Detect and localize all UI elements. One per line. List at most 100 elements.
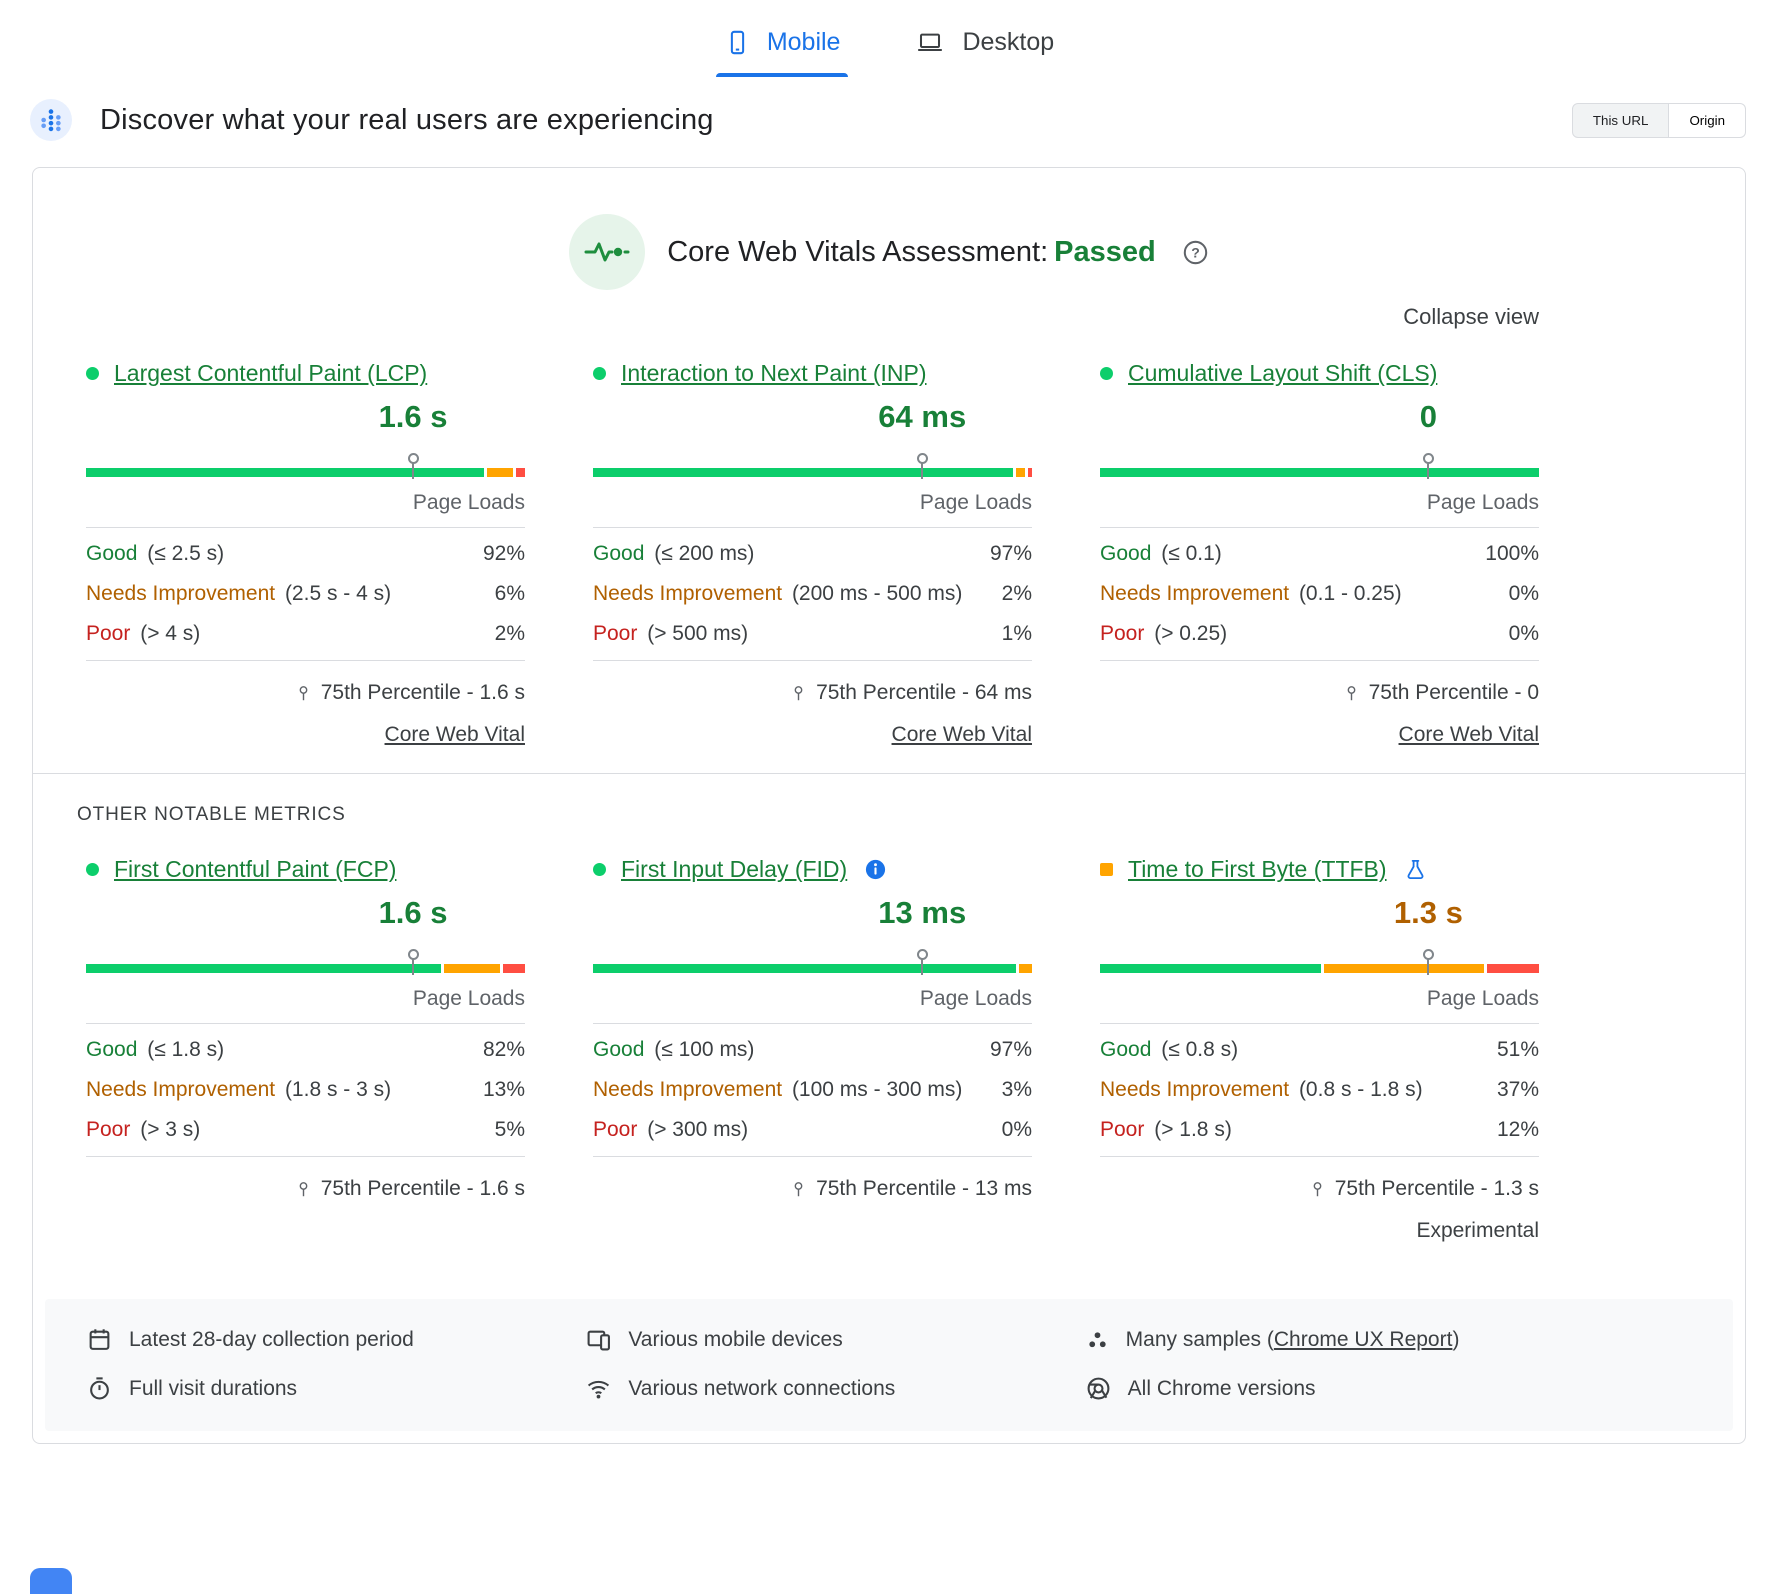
metric-card-inp: Interaction to Next Paint (INP) 64 ms Pa… bbox=[593, 330, 1032, 747]
footer-item-text: Various network connections bbox=[628, 1376, 896, 1400]
metric-title-link-inp[interactable]: Interaction to Next Paint (INP) bbox=[621, 360, 927, 386]
footer-item-collection-period: Latest 28-day collection period bbox=[87, 1327, 518, 1352]
scope-toggle: This URL Origin bbox=[1571, 102, 1746, 138]
core-web-vital-link[interactable]: Core Web Vital bbox=[891, 723, 1032, 746]
metric-value: 13 ms bbox=[878, 895, 967, 930]
bar-segment-needs-improvement bbox=[1323, 964, 1485, 973]
tab-label: Mobile bbox=[766, 28, 841, 56]
table-row-needs-improvement: Needs Improvement (0.8 s - 1.8 s) 37% bbox=[1100, 1078, 1539, 1101]
smartphone-icon bbox=[730, 30, 744, 55]
footer-item-network: Various network connections bbox=[586, 1376, 1017, 1401]
metric-title-link-ttfb[interactable]: Time to First Byte (TTFB) bbox=[1128, 856, 1387, 882]
core-web-vital-link[interactable]: Core Web Vital bbox=[1398, 723, 1539, 746]
table-row-good: Good (≤ 100 ms) 97% bbox=[593, 1038, 1032, 1061]
svg-text:?: ? bbox=[1191, 244, 1200, 260]
bar-segment-good bbox=[1100, 468, 1539, 477]
samples-icon bbox=[1089, 1332, 1106, 1348]
table-row-needs-improvement: Needs Improvement (1.8 s - 3 s) 13% bbox=[86, 1078, 525, 1101]
metric-value: 1.6 s bbox=[378, 399, 448, 434]
data-sources-footer: Latest 28-day collection period Various … bbox=[45, 1299, 1733, 1431]
bar-segment-good bbox=[86, 964, 442, 973]
metric-title-link-lcp[interactable]: Largest Contentful Paint (LCP) bbox=[114, 360, 428, 386]
table-row-good: Good (≤ 2.5 s) 92% bbox=[86, 542, 525, 565]
metric-title-link-cls[interactable]: Cumulative Layout Shift (CLS) bbox=[1128, 360, 1438, 386]
footer-item-devices: Various mobile devices bbox=[586, 1327, 1017, 1352]
distribution-bar bbox=[1100, 939, 1539, 977]
tab-desktop[interactable]: Desktop bbox=[906, 16, 1062, 77]
metric-value: 64 ms bbox=[878, 399, 967, 434]
bar-segment-needs-improvement bbox=[487, 468, 514, 477]
table-row-good: Good (≤ 0.1) 100% bbox=[1100, 542, 1539, 565]
bar-segment-poor bbox=[1487, 964, 1539, 973]
collapse-view-link[interactable]: Collapse view bbox=[1403, 304, 1539, 329]
distribution-table: Good (≤ 0.8 s) 51% Needs Improvement (0.… bbox=[1100, 1023, 1539, 1157]
metric-title-link-fid[interactable]: First Input Delay (FID) bbox=[621, 856, 848, 882]
info-icon[interactable] bbox=[864, 858, 887, 881]
footer-item-samples: Many samples (Chrome UX Report) bbox=[1086, 1327, 1517, 1352]
page-loads-label: Page Loads bbox=[919, 987, 1032, 1010]
chrome-icon bbox=[1087, 1377, 1110, 1400]
table-row-good: Good (≤ 0.8 s) 51% bbox=[1100, 1038, 1539, 1061]
bar-segment-poor bbox=[503, 964, 525, 973]
pin-icon bbox=[1313, 1181, 1322, 1196]
table-row-needs-improvement: Needs Improvement (2.5 s - 4 s) 6% bbox=[86, 582, 525, 605]
help-icon[interactable]: ? bbox=[1182, 239, 1209, 266]
other-metrics-section-label: OTHER NOTABLE METRICS bbox=[77, 804, 346, 825]
pin-icon bbox=[794, 1181, 803, 1196]
experiment-flask-icon[interactable] bbox=[1404, 858, 1427, 881]
tab-mobile[interactable]: Mobile bbox=[715, 16, 849, 77]
footer-item-chrome-versions: All Chrome versions bbox=[1086, 1376, 1517, 1401]
bar-segment-good bbox=[86, 468, 485, 477]
percentile-summary: 75th Percentile - 64 ms bbox=[593, 681, 1032, 705]
distribution-bar bbox=[1100, 443, 1539, 481]
table-row-poor: Poor (> 300 ms) 0% bbox=[593, 1118, 1032, 1141]
table-row-poor: Poor (> 3 s) 5% bbox=[86, 1118, 525, 1141]
metric-card-lcp: Largest Contentful Paint (LCP) 1.6 s Pag… bbox=[86, 330, 525, 747]
pin-icon bbox=[1347, 685, 1355, 700]
bar-segment-good bbox=[593, 468, 1014, 477]
chrome-ux-report-link[interactable]: Chrome UX Report bbox=[1273, 1327, 1453, 1351]
footer-item-text: Various mobile devices bbox=[628, 1327, 843, 1351]
good-status-dot bbox=[1100, 367, 1113, 380]
table-row-good: Good (≤ 200 ms) 97% bbox=[593, 542, 1032, 565]
metric-card-fcp: First Contentful Paint (FCP) 1.6 s Page … bbox=[86, 826, 525, 1243]
core-web-vital-link[interactable]: Core Web Vital bbox=[384, 723, 525, 746]
scope-this-url-button[interactable]: This URL bbox=[1571, 102, 1670, 138]
bar-segment-good bbox=[593, 964, 1016, 973]
cwv-assessment: Core Web Vitals Assessment: Passed ? bbox=[33, 214, 1745, 290]
good-status-dot bbox=[593, 863, 606, 876]
distribution-table: Good (≤ 2.5 s) 92% Needs Improvement (2.… bbox=[86, 527, 525, 661]
table-row-needs-improvement: Needs Improvement (0.1 - 0.25) 0% bbox=[1100, 582, 1539, 605]
field-data-header: Discover what your real users are experi… bbox=[0, 77, 1778, 167]
field-data-card: Core Web Vitals Assessment: Passed ? Coll… bbox=[32, 167, 1746, 1444]
page-loads-label: Page Loads bbox=[1426, 987, 1539, 1010]
distribution-bar bbox=[86, 939, 525, 977]
calendar-icon bbox=[89, 1329, 110, 1350]
distribution-bar bbox=[593, 939, 1032, 977]
device-tabbar: Mobile Desktop bbox=[0, 0, 1778, 77]
metric-card-fid: First Input Delay (FID) 13 ms Page Loads bbox=[593, 826, 1032, 1243]
core-metrics-grid: Largest Contentful Paint (LCP) 1.6 s Pag… bbox=[86, 330, 1539, 747]
metric-card-cls: Cumulative Layout Shift (CLS) 0 Page Loa… bbox=[1100, 330, 1539, 747]
good-status-dot bbox=[593, 367, 606, 380]
bar-segment-poor bbox=[516, 468, 525, 477]
collapse-row: Collapse view bbox=[86, 304, 1539, 330]
percentile-summary: 75th Percentile - 13 ms bbox=[593, 1177, 1032, 1201]
distribution-table: Good (≤ 0.1) 100% Needs Improvement (0.1… bbox=[1100, 527, 1539, 661]
network-icon bbox=[588, 1380, 610, 1399]
field-data-icon bbox=[30, 99, 72, 141]
scope-origin-button[interactable]: Origin bbox=[1669, 102, 1746, 138]
distribution-bar bbox=[86, 443, 525, 481]
page-loads-label: Page Loads bbox=[919, 491, 1032, 514]
metric-value: 1.6 s bbox=[378, 895, 448, 930]
needs-improvement-status-square bbox=[1100, 863, 1113, 876]
footer-item-text: Many samples (Chrome UX Report) bbox=[1125, 1327, 1460, 1351]
table-row-poor: Poor (> 4 s) 2% bbox=[86, 622, 525, 645]
metric-title-link-fcp[interactable]: First Contentful Paint (FCP) bbox=[114, 856, 397, 882]
table-row-poor: Poor (> 500 ms) 1% bbox=[593, 622, 1032, 645]
table-row-poor: Poor (> 0.25) 0% bbox=[1100, 622, 1539, 645]
distribution-bar bbox=[593, 443, 1032, 481]
metric-card-ttfb: Time to First Byte (TTFB) 1.3 s Page Loa… bbox=[1100, 826, 1539, 1243]
percentile-summary: 75th Percentile - 1.6 s bbox=[86, 1177, 525, 1201]
distribution-table: Good (≤ 100 ms) 97% Needs Improvement (1… bbox=[593, 1023, 1032, 1157]
